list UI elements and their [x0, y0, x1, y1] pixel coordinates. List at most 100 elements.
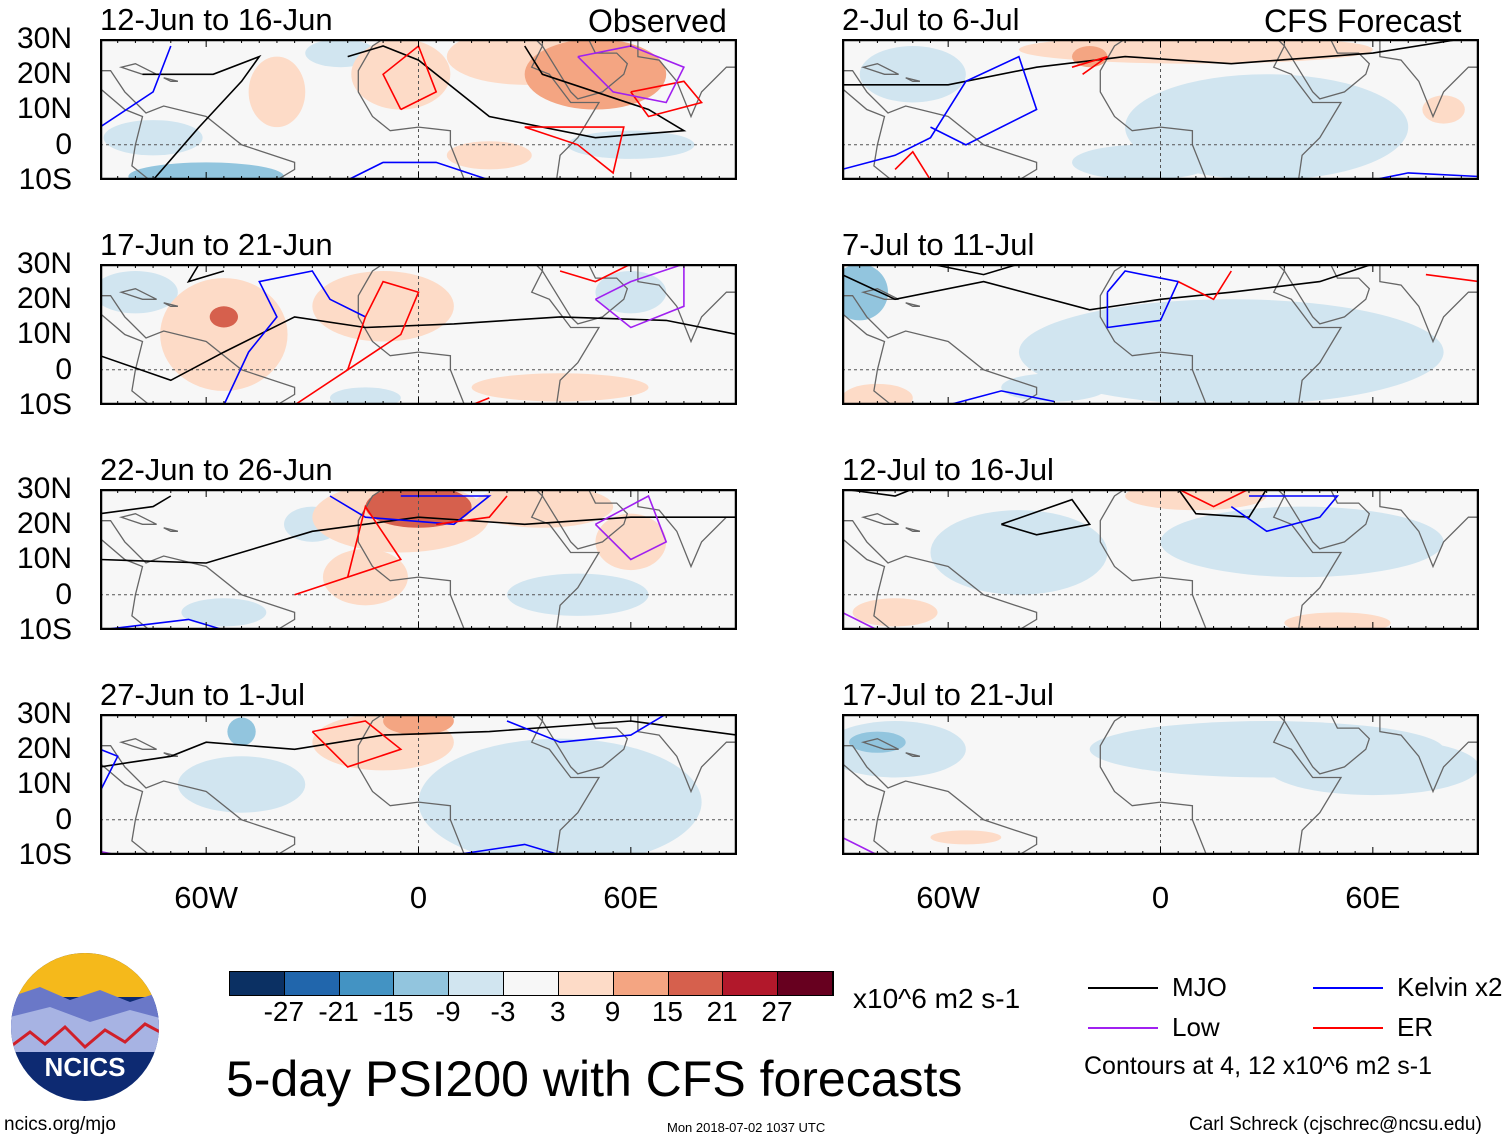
- map-panel: [842, 39, 1479, 180]
- mjo-contour: [100, 495, 172, 515]
- panel-title: 27-Jun to 1-Jul: [100, 677, 306, 712]
- lat-label: 0: [55, 127, 72, 161]
- map-panel: [842, 489, 1479, 630]
- colorbar-tick-label: -27: [263, 996, 305, 1027]
- er-contour: [1177, 489, 1250, 508]
- footer-author: Carl Schreck (cjschrec@ncsu.edu): [1189, 1114, 1482, 1135]
- anomaly-shading: [1284, 612, 1391, 630]
- coastline: [637, 714, 737, 794]
- coastline: [1379, 39, 1479, 119]
- coastline: [1099, 264, 1343, 405]
- kelvin-contour: [1106, 270, 1180, 329]
- map-panel: [100, 714, 737, 855]
- map-panel: [100, 489, 737, 630]
- coastline: [842, 745, 1038, 855]
- low-contour: [842, 611, 878, 630]
- panel-title: 17-Jul to 21-Jul: [842, 677, 1054, 712]
- panel-frame: [842, 714, 1479, 855]
- mjo-contour: [186, 264, 225, 283]
- colorbar-tick-label: 27: [761, 996, 793, 1027]
- er-contour: [1177, 270, 1232, 301]
- mjo-contour: [1001, 498, 1092, 536]
- kelvin-contour: [947, 390, 1055, 405]
- er-contour: [294, 504, 403, 596]
- colorbar: [229, 971, 834, 996]
- coastline: [163, 527, 179, 532]
- anomaly-shading: [506, 573, 649, 616]
- colorbar-tick-label: -15: [373, 996, 414, 1027]
- coastline: [100, 295, 296, 405]
- panel-frame: [842, 39, 1479, 180]
- panel-frame: [100, 39, 737, 180]
- er-contour: [294, 280, 420, 405]
- lon-label: 60W: [174, 880, 239, 915]
- coastline: [357, 714, 601, 855]
- anomaly-shading: [128, 162, 284, 180]
- colorbar-tick-label: -21: [318, 996, 359, 1027]
- colorbar-tick-label: 9: [604, 996, 621, 1027]
- kelvin-contour: [100, 45, 172, 128]
- coastline: [163, 752, 179, 757]
- legend-label: ER: [1397, 1012, 1434, 1042]
- mjo-contour: [842, 264, 1374, 311]
- anomaly-shading: [1072, 144, 1214, 180]
- anomaly-shading: [859, 46, 966, 103]
- anomaly-shading: [849, 731, 906, 753]
- colorbar-swatch: [613, 972, 669, 995]
- coastline: [842, 520, 1038, 630]
- panel-frame: [100, 264, 737, 405]
- coastline: [1379, 714, 1479, 794]
- anomaly-shading: [330, 387, 401, 405]
- lat-label: 0: [55, 352, 72, 386]
- coastline: [163, 77, 179, 82]
- anomaly-shading: [471, 373, 649, 402]
- coastline: [905, 752, 921, 757]
- map-panel: [100, 39, 737, 180]
- column-label-forecast: CFS Forecast: [1264, 3, 1462, 39]
- anomaly-shading: [595, 271, 667, 314]
- coastline: [637, 264, 737, 344]
- coastline: [1379, 489, 1479, 569]
- legend-label: MJO: [1172, 972, 1227, 1002]
- coastline: [118, 738, 157, 750]
- colorbar-swatch: [778, 972, 833, 995]
- legend-label: Low: [1172, 1012, 1220, 1042]
- colorbar-swatch: [284, 972, 340, 995]
- colorbar-tick-label: -3: [490, 996, 516, 1027]
- kelvin-contour: [1372, 172, 1479, 180]
- legend-note: Contours at 4, 12 x10^6 m2 s-1: [1084, 1052, 1433, 1080]
- map-panel: [100, 264, 737, 405]
- anomaly-shading: [383, 714, 454, 736]
- lon-label: 0: [409, 880, 428, 915]
- panel-title: 22-Jun to 26-Jun: [100, 452, 333, 487]
- anomaly-shading: [446, 141, 532, 170]
- coastline: [100, 70, 296, 180]
- anomaly-shading: [1266, 738, 1479, 796]
- anomaly-shading: [248, 56, 306, 128]
- coastline: [357, 489, 601, 630]
- coastline: [541, 489, 629, 550]
- low-contour: [594, 264, 685, 329]
- colorbar-units: x10^6 m2 s-1: [853, 983, 1021, 1014]
- coastline: [860, 63, 899, 75]
- legend-swatch: [1313, 1027, 1383, 1029]
- colorbar-swatch: [449, 972, 505, 995]
- colorbar-tick-label: 15: [651, 996, 683, 1027]
- anomaly-shading: [160, 278, 288, 391]
- anomaly-shading: [1422, 95, 1465, 124]
- footer-url[interactable]: ncics.org/mjo: [4, 1114, 116, 1135]
- er-contour: [894, 150, 932, 180]
- kelvin-contour: [100, 618, 225, 630]
- kelvin-contour: [506, 714, 667, 744]
- coastline: [905, 302, 921, 307]
- coastline: [118, 513, 157, 525]
- er-contour: [559, 264, 632, 283]
- coastline: [842, 295, 1038, 405]
- coastline: [905, 527, 921, 532]
- lat-label: 10S: [18, 837, 72, 871]
- anomaly-shading: [227, 717, 256, 746]
- coastline: [1379, 264, 1479, 344]
- panel-title: 12-Jul to 16-Jul: [842, 452, 1054, 487]
- lon-label: 60E: [1345, 880, 1401, 915]
